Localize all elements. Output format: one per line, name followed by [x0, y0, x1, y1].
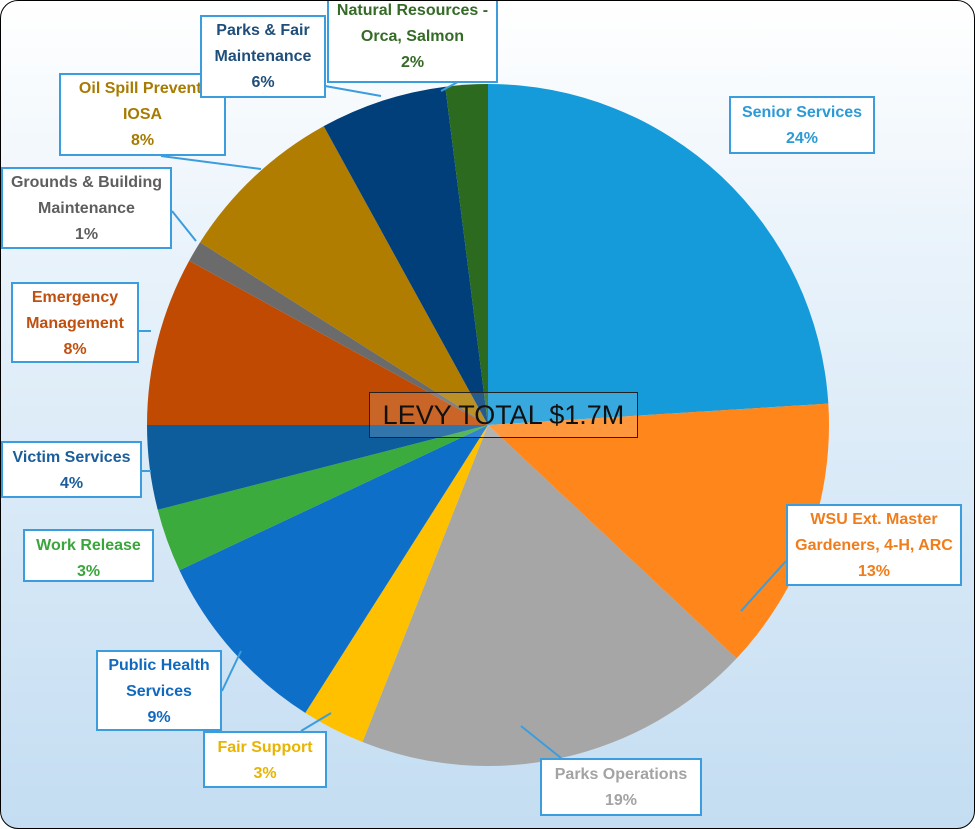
- slice-name: WSU Ext. Master: [810, 511, 938, 528]
- slice-percent: 3%: [253, 765, 277, 782]
- slice-percent: 8%: [63, 341, 87, 358]
- slice-percent: 8%: [130, 132, 155, 149]
- slice-name: Orca, Salmon: [360, 28, 465, 45]
- leader-line: [740, 560, 787, 612]
- data-label: Victim Services 4%: [1, 441, 142, 498]
- slice-name: Work Release: [36, 537, 141, 554]
- data-label: Parks Operations 19%: [540, 758, 702, 816]
- pie-slice: [488, 84, 829, 425]
- data-label: Work Release 3%: [23, 529, 154, 582]
- slice-percent: 9%: [147, 709, 171, 726]
- pie-slice: [305, 425, 488, 743]
- slice-name: Emergency: [31, 289, 119, 306]
- slice-percent: 13%: [857, 563, 891, 580]
- slice-name: Victim Services: [12, 449, 131, 466]
- slice-name: Senior Services: [741, 104, 863, 121]
- pie-slice: [189, 242, 488, 425]
- slice-percent: 24%: [785, 130, 819, 147]
- leader-line: [160, 155, 262, 170]
- slice-name: IOSA: [122, 106, 163, 123]
- slice-percent: 6%: [251, 74, 275, 91]
- slice-percent: 2%: [400, 54, 425, 71]
- data-label: Oil Spill Preventi IOSA 8%: [59, 73, 226, 156]
- slice-name: Parks & Fair: [216, 22, 310, 39]
- pie-slice: [200, 126, 489, 426]
- slice-name: Parks Operations: [554, 766, 688, 783]
- slice-name: Natural Resources -: [336, 2, 489, 19]
- data-label: Emergency Management 8%: [11, 282, 139, 363]
- slice-percent: 3%: [76, 563, 101, 580]
- data-label: Public Health Services 9%: [96, 650, 222, 731]
- pie-slice: [157, 425, 488, 571]
- pie-slice: [488, 403, 829, 659]
- data-label: Natural Resources - Orca, Salmon 2%: [327, 1, 498, 83]
- pie-slice: [323, 86, 488, 425]
- slice-percent: 4%: [59, 475, 84, 492]
- slice-name: Maintenance: [38, 200, 135, 217]
- leader-line: [300, 712, 332, 732]
- data-label: Senior Services 24%: [729, 96, 875, 154]
- slice-percent: 19%: [604, 792, 638, 809]
- leader-line: [520, 725, 562, 759]
- slice-name: Management: [26, 315, 124, 332]
- slice-name: Fair Support: [217, 739, 313, 756]
- slice-name: Services: [126, 683, 192, 700]
- pie-slice: [147, 260, 488, 425]
- pie-slice: [445, 84, 488, 425]
- slice-name: Grounds & Building: [10, 174, 163, 191]
- pie-slice: [147, 425, 488, 510]
- pie-slice: [362, 425, 737, 766]
- pie-slice: [179, 425, 488, 713]
- slice-percent: 1%: [74, 226, 99, 243]
- slice-name: Public Health: [108, 657, 210, 674]
- chart-title: LEVY TOTAL $1.7M: [369, 392, 638, 438]
- slice-name: Maintenance: [214, 48, 312, 65]
- leader-line: [221, 650, 242, 692]
- data-label: Grounds & Building Maintenance 1%: [1, 167, 172, 249]
- data-label: WSU Ext. Master Gardeners, 4-H, ARC 13%: [786, 504, 962, 586]
- data-label: Parks & Fair Maintenance 6%: [200, 15, 326, 98]
- leader-line: [324, 85, 382, 97]
- data-label: Fair Support 3%: [203, 731, 327, 788]
- slice-name: Gardeners, 4-H, ARC: [795, 537, 953, 554]
- leader-line: [171, 210, 197, 242]
- slice-name: Oil Spill Preventi: [78, 80, 207, 97]
